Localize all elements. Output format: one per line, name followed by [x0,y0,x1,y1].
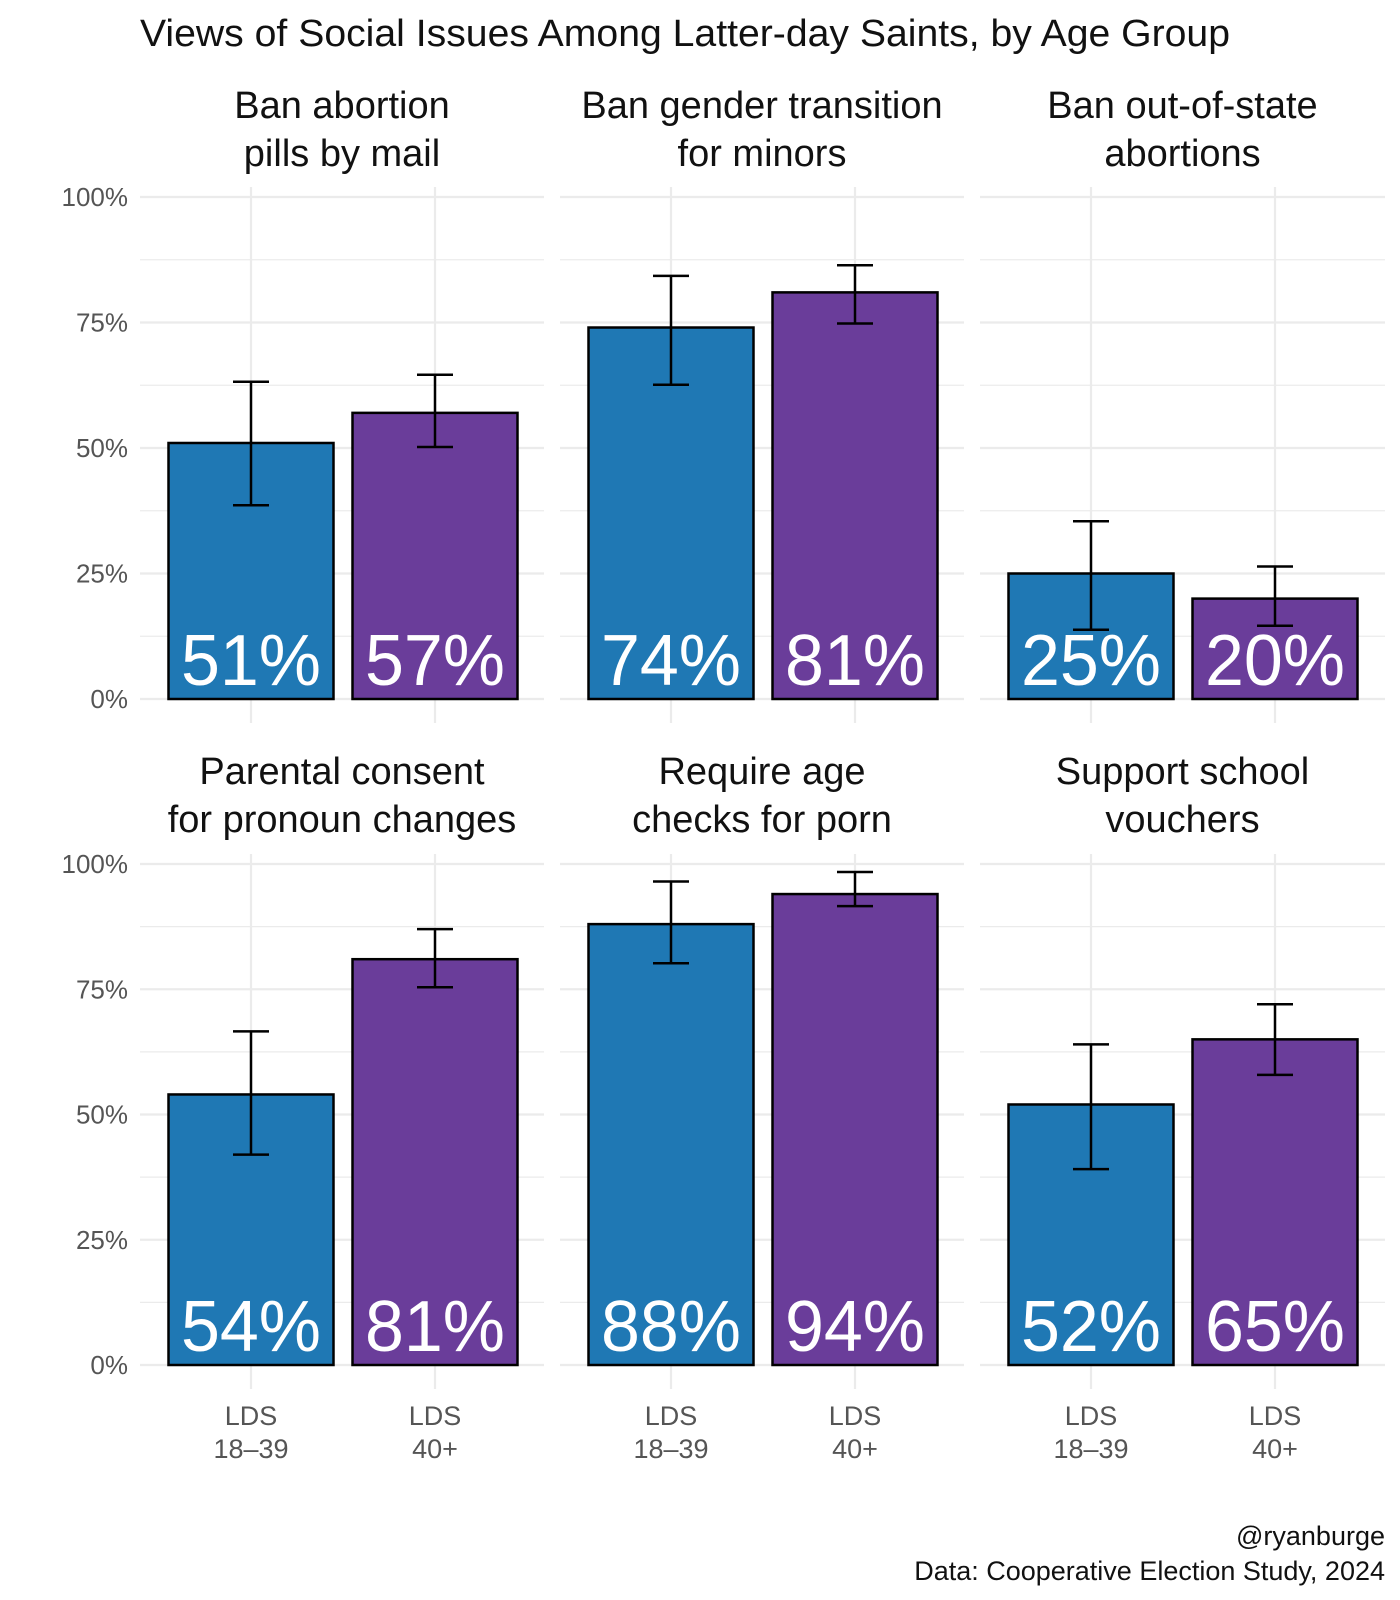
caption-author: @ryanburge [1236,1521,1385,1551]
panel-title: Ban out-of-state [1047,85,1317,127]
x-tick-label: LDS [225,1401,278,1431]
panel-title: pills by mail [244,133,440,175]
panel-title: for minors [678,133,847,175]
panel-title: checks for porn [632,799,892,841]
x-tick-label: LDS [645,1401,698,1431]
bar-value-label: 25% [1021,621,1161,701]
x-tick-label: 18–39 [1053,1434,1128,1464]
bar [351,411,519,701]
y-tick-label: 0% [90,684,128,714]
x-tick-label: LDS [1249,1401,1302,1431]
x-tick-label: LDS [829,1401,882,1431]
bar-value-label: 94% [785,1287,925,1367]
panel-title: Support school [1056,751,1310,793]
panel-title: Parental consent [199,751,485,793]
y-tick-label: 75% [76,974,128,1004]
panel-title: Require age [658,751,865,793]
chart-title: Views of Social Issues Among Latter-day … [140,13,1230,55]
y-tick-label: 75% [76,308,128,338]
y-tick-label: 100% [62,182,129,212]
panel-title: abortions [1104,133,1260,175]
x-tick-label: 18–39 [633,1434,708,1464]
caption-source: Data: Cooperative Election Study, 2024 [914,1556,1385,1586]
y-tick-label: 50% [76,433,128,463]
y-tick-label: 25% [76,1225,128,1255]
bar [587,326,755,701]
panel-title: vouchers [1105,799,1259,841]
bar [771,892,939,1367]
bar-value-label: 57% [365,621,505,701]
y-tick-label: 100% [62,849,129,879]
panel-title: for pronoun changes [168,799,517,841]
bar-value-label: 74% [601,621,741,701]
x-tick-label: 40+ [832,1434,878,1464]
bar-value-label: 88% [601,1287,741,1367]
y-tick-label: 50% [76,1100,128,1130]
x-tick-label: 40+ [1252,1434,1298,1464]
bar-value-label: 54% [181,1287,321,1367]
x-tick-label: 40+ [412,1434,458,1464]
bar-value-label: 65% [1205,1287,1345,1367]
panel-title: Ban gender transition [581,85,942,127]
bar [351,957,519,1367]
x-tick-label: LDS [409,1401,462,1431]
x-tick-label: 18–39 [213,1434,288,1464]
bar-value-label: 52% [1021,1287,1161,1367]
bar [587,922,755,1367]
bar [771,291,939,701]
bar-value-label: 20% [1205,621,1345,701]
x-tick-label: LDS [1065,1401,1118,1431]
y-tick-label: 25% [76,559,128,589]
bar-value-label: 81% [365,1287,505,1367]
bar [1191,1038,1359,1367]
bar-value-label: 51% [181,621,321,701]
y-tick-label: 0% [90,1350,128,1380]
panel-title: Ban abortion [234,85,450,127]
bar-value-label: 81% [785,621,925,701]
